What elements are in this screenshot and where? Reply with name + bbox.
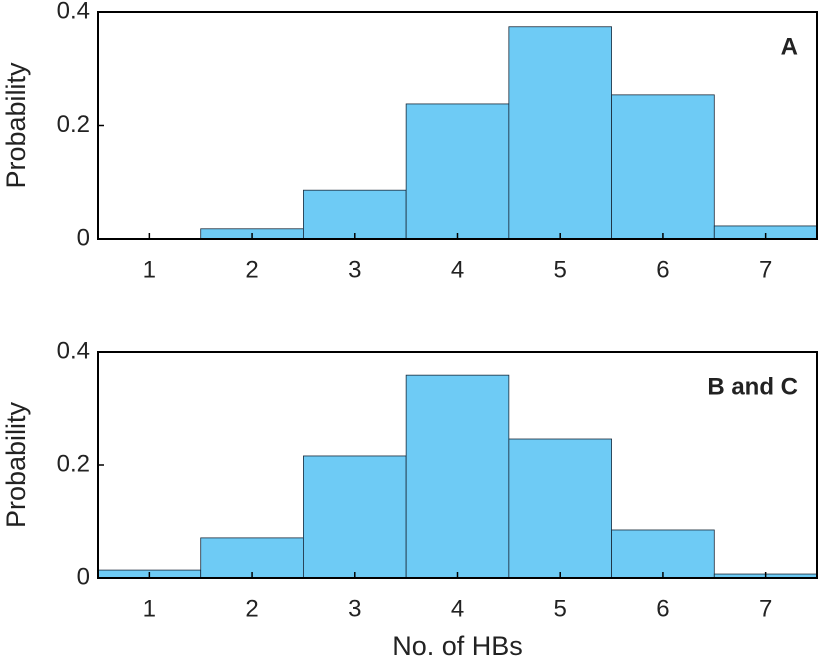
y-tick-label: 0.4: [57, 337, 90, 364]
bar: [303, 455, 407, 579]
x-tick-label: 6: [656, 256, 669, 283]
bar: [508, 438, 612, 579]
bar: [611, 529, 715, 579]
x-tick-label: 7: [759, 595, 772, 622]
x-tick-label: 3: [348, 595, 361, 622]
bar: [611, 94, 715, 240]
annotation: B and C: [707, 373, 798, 400]
x-tick-label: 5: [554, 256, 567, 283]
bar: [405, 374, 510, 579]
x-tick-label: 1: [143, 595, 156, 622]
bar: [200, 537, 304, 579]
y-tick-label: 0: [77, 563, 90, 590]
y-tick-label: 0.2: [57, 450, 90, 477]
annotation: A: [781, 33, 798, 60]
x-tick-label: 6: [656, 595, 669, 622]
bar: [508, 26, 612, 240]
x-tick-label: 2: [245, 256, 258, 283]
x-tick-label: 4: [451, 595, 464, 622]
y-tick-label: 0.4: [57, 0, 90, 24]
y-tick-label: 0.2: [57, 111, 90, 138]
y-axis-label: Probability: [1, 401, 31, 528]
axes-frame: [97, 11, 818, 240]
axes-frame: [97, 351, 818, 579]
bar: [303, 189, 407, 240]
y-axis-label: Probability: [1, 62, 31, 189]
x-tick-label: 1: [143, 256, 156, 283]
x-tick-label: 2: [245, 595, 258, 622]
bar: [405, 103, 510, 240]
x-tick-label: 7: [759, 256, 772, 283]
x-tick-label: 3: [348, 256, 361, 283]
x-tick-label: 4: [451, 256, 464, 283]
x-tick-label: 5: [554, 595, 567, 622]
y-tick-label: 0: [77, 224, 90, 251]
x-axis-label: No. of HBs: [392, 631, 523, 661]
